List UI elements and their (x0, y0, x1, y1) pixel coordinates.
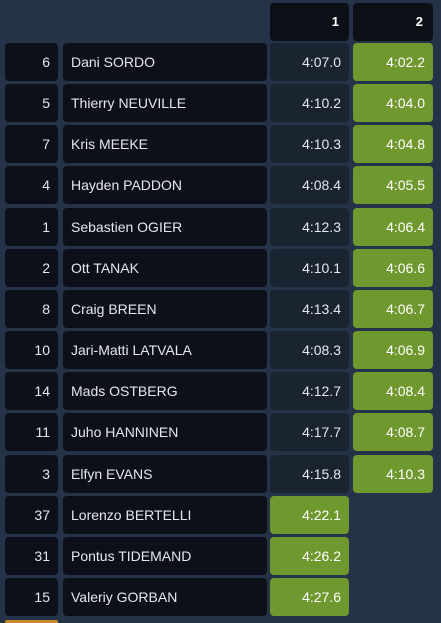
car-number: 3 (5, 455, 58, 493)
stage-2-time: 4:10.3 (353, 455, 433, 493)
driver-name[interactable]: Craig BREEN (63, 290, 267, 328)
driver-name[interactable]: Sebastien OGIER (63, 208, 267, 246)
stage-2-time: 4:08.7 (353, 413, 433, 451)
car-number: 37 (5, 496, 58, 534)
car-number: 7 (5, 125, 58, 163)
stage-1-time: 4:27.6 (270, 578, 349, 616)
stage-2-time: 4:06.9 (353, 331, 433, 369)
driver-name[interactable]: Hayden PADDON (63, 166, 267, 204)
car-number: 10 (5, 331, 58, 369)
stage-2-time: 4:06.6 (353, 249, 433, 287)
car-number: 2 (5, 249, 58, 287)
stage-1-time: 4:15.8 (270, 455, 349, 493)
driver-name[interactable]: Dani SORDO (63, 43, 267, 81)
driver-name[interactable]: Elfyn EVANS (63, 455, 267, 493)
stage-2-time: 4:02.2 (353, 43, 433, 81)
stage-1-time: 4:22.1 (270, 496, 349, 534)
stage-1-time: 4:10.2 (270, 84, 349, 122)
car-number: 31 (5, 537, 58, 575)
car-number: 6 (5, 43, 58, 81)
driver-name[interactable]: Pontus TIDEMAND (63, 537, 267, 575)
stage-2-time: 4:04.0 (353, 84, 433, 122)
stage-2-time: 4:08.4 (353, 372, 433, 410)
stage-1-time: 4:07.0 (270, 43, 349, 81)
driver-name[interactable]: Jari-Matti LATVALA (63, 331, 267, 369)
car-number: 11 (5, 413, 58, 451)
stage-1-time: 4:08.4 (270, 166, 349, 204)
stage-1-time: 4:12.3 (270, 208, 349, 246)
stage-1-time: 4:10.3 (270, 125, 349, 163)
driver-name[interactable]: Mads OSTBERG (63, 372, 267, 410)
stage-1-time: 4:08.3 (270, 331, 349, 369)
driver-name[interactable]: Ott TANAK (63, 249, 267, 287)
stage-1-time: 4:17.7 (270, 413, 349, 451)
car-number: 8 (5, 290, 58, 328)
car-number: 15 (5, 578, 58, 616)
driver-name[interactable]: Thierry NEUVILLE (63, 84, 267, 122)
car-number: 1 (5, 208, 58, 246)
driver-name[interactable]: Valeriy GORBAN (63, 578, 267, 616)
stage-2-time: 4:05.5 (353, 166, 433, 204)
stage-2-time: 4:06.4 (353, 208, 433, 246)
driver-name[interactable]: Kris MEEKE (63, 125, 267, 163)
stage-2-time: 4:04.8 (353, 125, 433, 163)
stage-1-time: 4:26.2 (270, 537, 349, 575)
driver-name[interactable]: Juho HANNINEN (63, 413, 267, 451)
next-row-edge (5, 620, 58, 623)
driver-name[interactable]: Lorenzo BERTELLI (63, 496, 267, 534)
stage-1-header[interactable]: 1 (270, 3, 349, 41)
stage-2-time: 4:06.7 (353, 290, 433, 328)
stage-2-header[interactable]: 2 (353, 3, 433, 41)
stage-1-time: 4:10.1 (270, 249, 349, 287)
car-number: 14 (5, 372, 58, 410)
car-number: 4 (5, 166, 58, 204)
car-number: 5 (5, 84, 58, 122)
stage-1-time: 4:12.7 (270, 372, 349, 410)
stage-1-time: 4:13.4 (270, 290, 349, 328)
